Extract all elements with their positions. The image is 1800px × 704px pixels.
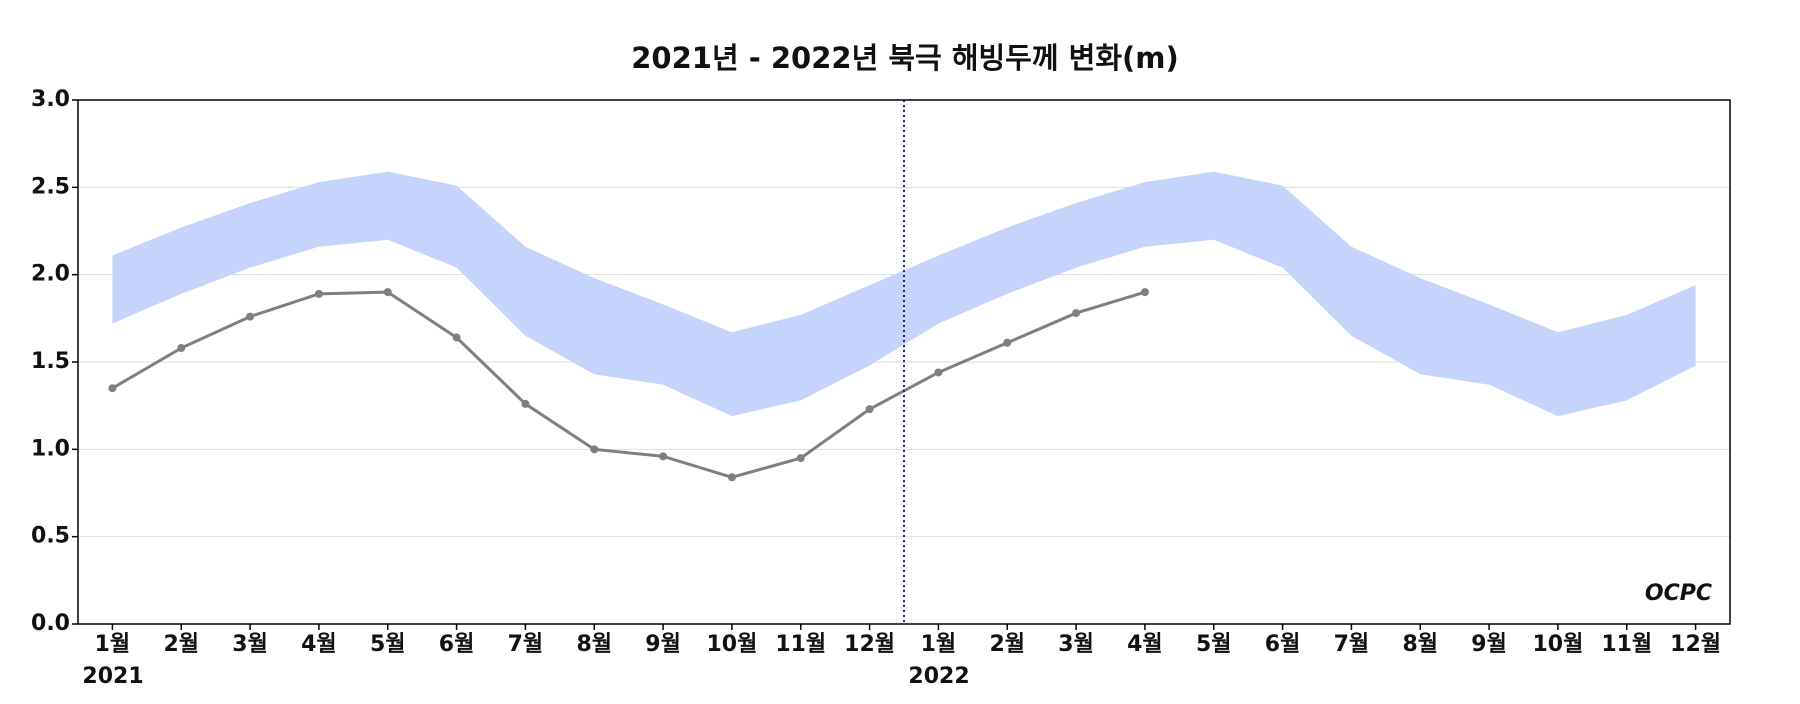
y-tick-label: 0.5 bbox=[31, 524, 70, 549]
data-point bbox=[865, 405, 874, 414]
x-tick-label: 9월 bbox=[645, 632, 681, 657]
x-tick-label: 1월 bbox=[921, 632, 957, 657]
chart-title: 2021년 - 2022년 북극 해빙두께 변화(m) bbox=[631, 41, 1178, 75]
y-tick-label: 1.0 bbox=[31, 436, 70, 461]
data-point bbox=[1072, 309, 1081, 318]
plot-frame bbox=[77, 99, 1731, 625]
y-tick-label: 3.0 bbox=[31, 87, 70, 112]
x-tick-label: 4월 bbox=[301, 632, 337, 657]
x-tick-label: 7월 bbox=[1334, 632, 1370, 657]
y-tick-label: 2.0 bbox=[31, 262, 70, 287]
x-tick-label: 5월 bbox=[1196, 632, 1232, 657]
x-tick-label: 10월 bbox=[706, 632, 757, 657]
x-tick-label: 3월 bbox=[232, 632, 268, 657]
data-point bbox=[934, 368, 943, 377]
x-tick-label: 10월 bbox=[1532, 632, 1583, 657]
data-point bbox=[659, 452, 668, 461]
x-tick-label: 7월 bbox=[508, 632, 544, 657]
data-point bbox=[108, 384, 117, 393]
logo: OCPC bbox=[1645, 581, 1712, 606]
year-label: 2021 bbox=[82, 664, 143, 689]
data-point bbox=[314, 289, 323, 298]
data-point bbox=[796, 454, 805, 463]
x-tick-label: 11월 bbox=[1601, 632, 1652, 657]
x-tick-label: 9월 bbox=[1471, 632, 1507, 657]
x-tick-label: 11월 bbox=[775, 632, 826, 657]
x-tick-label: 6월 bbox=[1265, 632, 1301, 657]
data-point bbox=[727, 473, 736, 482]
x-tick-label: 3월 bbox=[1058, 632, 1094, 657]
y-tick-label: 2.5 bbox=[31, 174, 70, 199]
data-point bbox=[177, 344, 186, 353]
year-label: 2022 bbox=[908, 664, 969, 689]
x-tick-label: 6월 bbox=[439, 632, 475, 657]
data-point bbox=[1140, 288, 1149, 297]
range-band bbox=[112, 171, 1696, 417]
x-tick-label: 12월 bbox=[844, 632, 895, 657]
x-tick-label: 12월 bbox=[1670, 632, 1721, 657]
data-point bbox=[521, 399, 530, 408]
x-tick-label: 2월 bbox=[163, 632, 199, 657]
data-point bbox=[1003, 338, 1012, 347]
x-tick-label: 4월 bbox=[1127, 632, 1163, 657]
y-tick-label: 0.0 bbox=[31, 611, 70, 636]
y-tick-label: 1.5 bbox=[31, 349, 70, 374]
x-tick-label: 5월 bbox=[370, 632, 406, 657]
data-line bbox=[111, 290, 1146, 479]
data-point bbox=[383, 288, 392, 297]
data-point bbox=[452, 333, 461, 342]
x-tick-label: 1월 bbox=[95, 632, 131, 657]
data-point bbox=[246, 312, 255, 321]
x-tick-label: 8월 bbox=[1402, 632, 1438, 657]
x-tick-label: 8월 bbox=[576, 632, 612, 657]
x-tick-label: 2월 bbox=[989, 632, 1025, 657]
data-point bbox=[590, 445, 599, 454]
